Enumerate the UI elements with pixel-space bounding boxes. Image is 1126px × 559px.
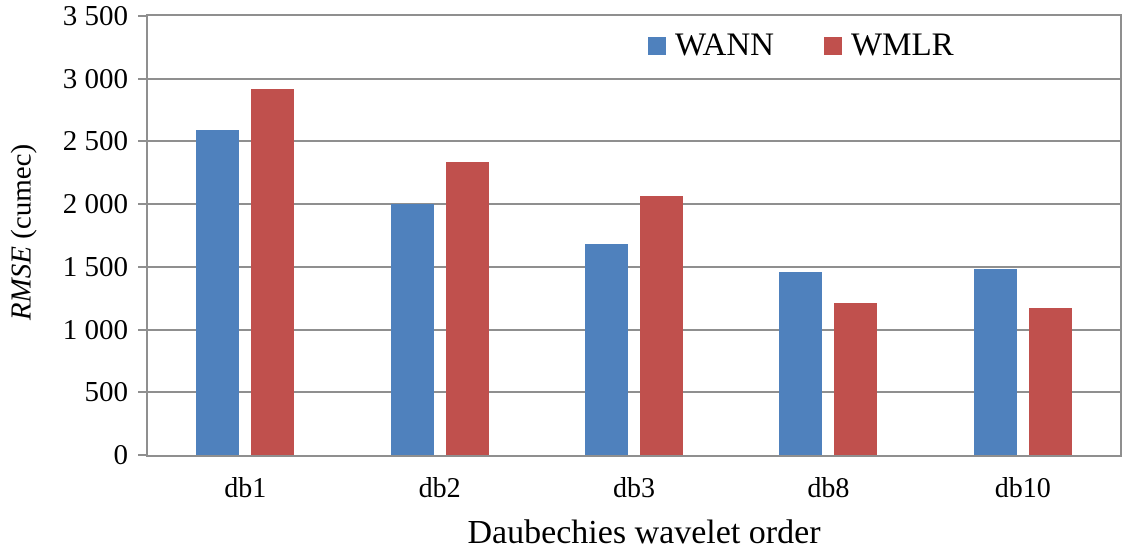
y-tick-label-0: 0 [113, 439, 129, 471]
y-tick-mark-0 [138, 454, 148, 456]
y-tick-label-1000: 1 000 [62, 313, 128, 346]
bar-wann-db1 [196, 130, 240, 455]
bar-wann-db2 [390, 204, 434, 455]
bar-wmlr-db8 [834, 302, 878, 455]
x-axis-title: Daubechies wavelet order [467, 514, 821, 551]
wmlr-series-label: WMLR [850, 27, 954, 63]
bar-wann-db10 [973, 268, 1017, 455]
bar-wmlr-db1 [251, 88, 295, 455]
gridline-2000 [148, 203, 1120, 206]
y-tick-mark-3500 [138, 15, 148, 17]
x-category-label-db10: db10 [994, 473, 1051, 504]
y-tick-label-3000: 3 000 [62, 62, 128, 95]
y-tick-label-500: 500 [84, 376, 129, 409]
wann-series-label: WANN [675, 27, 774, 63]
y-tick-label-1500: 1 500 [62, 250, 128, 283]
y-tick-mark-1000 [138, 328, 148, 331]
gridline-3000 [148, 77, 1120, 80]
x-category-label-db1: db1 [224, 473, 267, 504]
bar-wmlr-db10 [1028, 307, 1072, 455]
plot-area [146, 14, 1122, 457]
y-tick-label-2500: 2 500 [62, 125, 128, 158]
y-tick-label-3500: 3 500 [62, 0, 128, 32]
legend: WANN WMLR [648, 29, 954, 62]
y-tick-mark-2500 [138, 140, 148, 143]
wann-series-swatch [648, 36, 666, 55]
x-category-label-db3: db3 [613, 473, 655, 504]
y-tick-mark-1500 [138, 265, 148, 268]
gridline-1500 [148, 265, 1120, 268]
wmlr-series-swatch [823, 36, 842, 55]
gridline-2500 [148, 140, 1120, 143]
bar-wann-db3 [585, 244, 628, 455]
y-tick-mark-2000 [138, 203, 148, 206]
bar-wmlr-db3 [640, 196, 683, 455]
bar-wann-db8 [779, 271, 823, 455]
gridline-500 [148, 391, 1120, 394]
x-category-label-db2: db2 [418, 473, 461, 504]
legend-item-wmlr: WMLR [823, 27, 954, 63]
y-tick-mark-3000 [138, 77, 148, 80]
y-axis-title: RMSE (cumec) [6, 144, 39, 320]
bar-wmlr-db2 [445, 161, 489, 455]
gridline-1000 [148, 328, 1120, 331]
x-category-label-db8: db8 [807, 473, 850, 504]
legend-item-wann: WANN [648, 29, 774, 62]
y-tick-mark-500 [138, 391, 148, 394]
y-tick-label-2000: 2 000 [62, 188, 128, 221]
